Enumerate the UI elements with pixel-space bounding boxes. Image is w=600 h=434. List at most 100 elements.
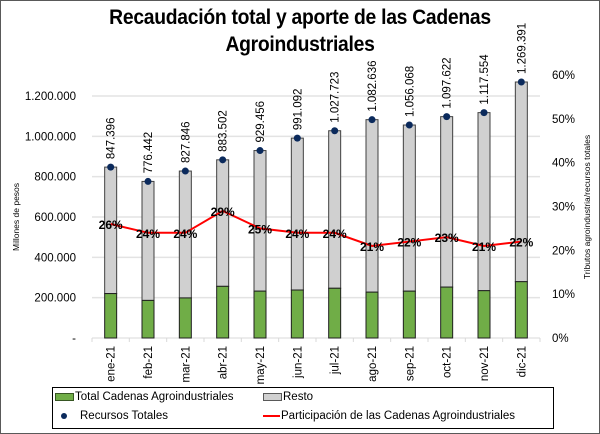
recursos-totales-data-label: 827.846: [180, 121, 192, 163]
x-tick-label: ago-21: [367, 346, 379, 382]
bar-resto: [440, 116, 454, 288]
line-participacion: [110, 209, 522, 247]
bar-total-cadenas: [290, 289, 304, 339]
x-tick-label: may-21: [255, 346, 267, 384]
bar-resto: [328, 130, 342, 289]
y-tick-label: 800.000: [34, 172, 76, 184]
y2-tick-label: 50%: [552, 114, 575, 126]
recursos-totales-dot: [219, 156, 227, 164]
x-tick-label: feb-21: [143, 346, 155, 379]
participacion-data-label: 21%: [360, 240, 384, 254]
legend-marker-dot: [61, 413, 67, 419]
x-tick-label: ene-21: [106, 346, 118, 382]
participacion-data-label: 23%: [435, 231, 459, 245]
recursos-totales-data-label: 991.092: [292, 89, 304, 131]
bar-total-cadenas: [402, 290, 416, 339]
recursos-totales-dot: [443, 113, 451, 121]
recursos-totales-dot: [293, 134, 301, 142]
bar-total-cadenas: [253, 290, 267, 339]
recursos-totales-dot: [517, 78, 525, 86]
bar-resto: [365, 119, 379, 293]
x-tick-label: mar-21: [180, 346, 192, 382]
y-tick-label: -: [72, 333, 76, 345]
bar-total-cadenas: [365, 291, 379, 339]
recursos-totales-dot: [144, 177, 152, 185]
legend-label: Recursos Totales: [80, 410, 168, 422]
recursos-totales-dot: [331, 127, 339, 135]
legend-label: Resto: [283, 391, 314, 403]
bar-resto: [216, 159, 230, 287]
recursos-totales-data-label: 776.442: [143, 132, 155, 174]
x-tick-label: dic-21: [516, 346, 528, 377]
legend-label: Participación de las Cadenas Agroindustr…: [281, 410, 515, 422]
x-tick-label: oct-21: [442, 346, 454, 378]
y2-tick-label: 0%: [552, 333, 569, 345]
bar-total-cadenas: [216, 285, 230, 339]
legend-swatch-green: [55, 393, 74, 401]
legend-item-resto: Resto: [263, 391, 313, 403]
legend-item-total-cadenas: Total Cadenas Agroindustriales: [55, 391, 234, 403]
bar-resto: [141, 180, 155, 301]
legend-swatch-gray: [263, 393, 282, 401]
y-tick-label: 1.200.000: [25, 91, 76, 103]
chart-title-line-2: Agroindustriales: [225, 33, 375, 56]
participacion-data-label: 21%: [472, 240, 496, 254]
chart-title: Recaudación total y aporte de las Cadena…: [24, 4, 576, 58]
bar-resto: [402, 124, 416, 292]
recursos-totales-dot: [107, 163, 115, 171]
bar-total-cadenas: [514, 281, 528, 339]
y-axis-title: Millones de pesos: [11, 183, 21, 251]
recursos-totales-data-label: 847.396: [106, 118, 118, 160]
legend-line-red: [263, 415, 280, 417]
recursos-totales-data-label: 1.269.391: [516, 23, 528, 74]
participacion-data-label: 24%: [136, 227, 160, 241]
bar-total-cadenas: [328, 287, 342, 339]
participacion-data-label: 24%: [285, 227, 309, 241]
participacion-data-label: 22%: [397, 236, 421, 250]
legend-item-recursos-totales: Recursos Totales: [55, 410, 168, 422]
y2-tick-label: 10%: [552, 289, 575, 301]
recursos-totales-dot: [405, 121, 413, 129]
y-tick-label: 600.000: [34, 212, 76, 224]
x-tick-label: jun-21: [292, 346, 304, 379]
bar-resto: [253, 150, 267, 292]
bar-total-cadenas: [141, 299, 155, 339]
recursos-totales-dot: [256, 147, 264, 155]
recursos-totales-data-label: 1.082.636: [367, 60, 379, 111]
bar-resto: [477, 112, 491, 292]
participacion-data-label: 29%: [211, 205, 235, 219]
x-tick-label: nov-21: [479, 346, 491, 381]
x-tick-label: jul-21: [330, 346, 342, 375]
y2-tick-label: 40%: [552, 158, 575, 170]
recursos-totales-data-label: 1.027.723: [330, 72, 342, 123]
participacion-data-label: 26%: [99, 218, 123, 232]
y2-tick-label: 60%: [552, 70, 575, 82]
y2-tick-label: 20%: [552, 245, 575, 257]
participacion-data-label: 24%: [173, 227, 197, 241]
x-tick-label: sep-21: [404, 346, 416, 381]
y2-tick-label: 30%: [552, 202, 575, 214]
legend: Total Cadenas Agroindustriales Resto Rec…: [52, 387, 554, 429]
participacion-data-label: 25%: [248, 222, 272, 236]
bar-resto: [514, 81, 528, 283]
recursos-totales-data-label: 929.456: [255, 101, 267, 143]
participacion-data-label: 24%: [323, 227, 347, 241]
bar-total-cadenas: [178, 297, 192, 339]
y2-axis-title: Tributos agroindustria/recursos totales: [582, 135, 592, 279]
recursos-totales-dot: [368, 116, 376, 124]
recursos-totales-dot: [181, 167, 189, 175]
recursos-totales-data-label: 1.097.622: [442, 57, 454, 108]
y-tick-label: 1.000.000: [25, 131, 76, 143]
bar-total-cadenas: [104, 293, 118, 339]
chart-title-line-1: Recaudación total y aporte de las Cadena…: [109, 6, 491, 29]
legend-label: Total Cadenas Agroindustriales: [75, 391, 234, 403]
recursos-totales-data-label: 1.117.554: [479, 54, 491, 105]
x-tick-label: abr-21: [218, 346, 230, 379]
y-tick-label: 400.000: [34, 252, 76, 264]
participacion-data-label: 22%: [509, 236, 533, 250]
recursos-totales-data-label: 1.056.068: [404, 66, 416, 117]
legend-item-participacion: Participación de las Cadenas Agroindustr…: [263, 410, 515, 422]
bar-resto: [290, 137, 304, 291]
recursos-totales-dot: [480, 109, 488, 117]
